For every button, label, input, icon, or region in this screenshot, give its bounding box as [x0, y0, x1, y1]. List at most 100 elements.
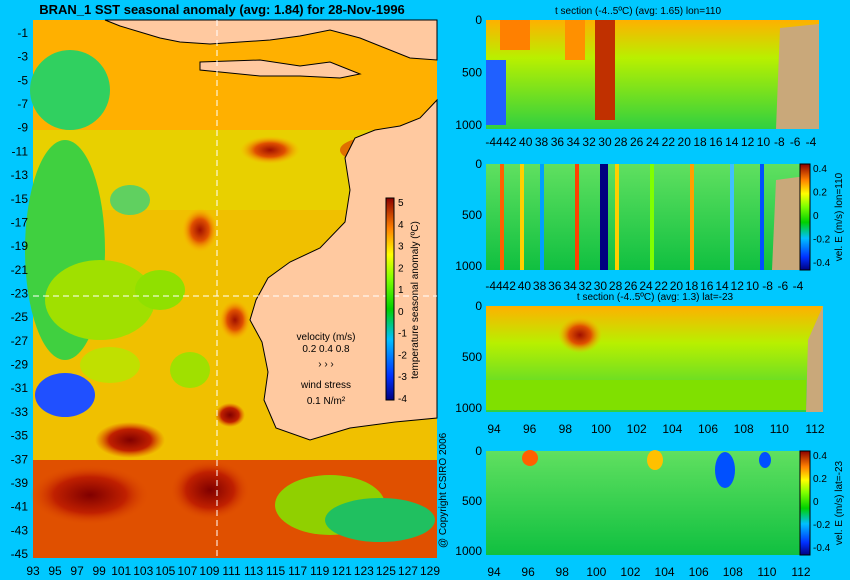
section-x-tick-label: 108	[723, 565, 743, 579]
panel2-colorbar-label: vel. E (m/s) lon=110	[834, 172, 845, 261]
section-x-tick-label: 26	[624, 279, 638, 293]
section-x-tick-label: 20	[678, 135, 692, 149]
map-lon-ticks: 93 95 97 99 101 103 105 107 109 111 113 115 117 119 12…	[26, 564, 440, 578]
depth-tick-label: 1000	[455, 259, 482, 273]
depth-tick-label: 500	[462, 494, 482, 508]
lon-tick-label: 123	[354, 564, 374, 578]
wind-scale: 0.1 N/m²	[307, 396, 346, 407]
panel3-plot	[486, 306, 823, 412]
section-x-tick-label: -4	[806, 135, 817, 149]
vel-colorbar-tick-label: 0.4	[813, 164, 827, 175]
panel2-plot	[486, 163, 811, 271]
vel-colorbar-tick-label: 0	[813, 211, 819, 222]
lat-tick-label: -37	[11, 452, 29, 466]
vel-colorbar-tick-label: -0.2	[813, 520, 831, 531]
indonesia-land	[104, 19, 438, 61]
lon-tick-label: 121	[332, 564, 352, 578]
colorbar-tick-label: 5	[398, 198, 404, 209]
lat-tick-label: -43	[11, 523, 29, 537]
section-x-tick-label: 10	[757, 135, 771, 149]
section-x-tick-label: 106	[689, 565, 709, 579]
panel1-land	[776, 24, 819, 129]
depth-tick-label: 1000	[455, 544, 482, 558]
vel-colorbar-tick-label: 0.4	[813, 451, 827, 462]
section-x-tick-label: 18	[693, 135, 707, 149]
section-x-tick-label: 110	[757, 565, 776, 579]
section-x-tick-label: -4	[793, 279, 804, 293]
section-x-tick-label: 38	[535, 135, 549, 149]
section-x-tick-label: 16	[709, 135, 723, 149]
section-x-tick-label: 14	[725, 135, 739, 149]
lon-tick-label: 129	[420, 564, 440, 578]
panel4-colorbar	[799, 450, 811, 556]
panel1-plot	[486, 20, 819, 129]
section-x-tick-label: 12	[741, 135, 755, 149]
colorbar-tick-label: 0	[398, 307, 404, 318]
colorbar-tick-label: 4	[398, 220, 404, 231]
lon-tick-label: 105	[155, 564, 175, 578]
map-colorbar-label: temperature seasonal anomaly (ºC)	[410, 221, 421, 379]
section-x-tick-label: 18	[685, 279, 699, 293]
lat-tick-label: -27	[11, 334, 29, 348]
section-x-tick-label: 98	[556, 565, 570, 579]
lat-tick-label: -21	[11, 263, 29, 277]
colorbar-tick-label: 3	[398, 242, 404, 253]
lon-tick-label: 113	[244, 564, 263, 578]
lon-tick-label: 127	[398, 564, 418, 578]
panel4-colorbar-label: vel. E (m/s) lat=-23	[834, 460, 845, 545]
lat-tick-label: -23	[11, 287, 29, 301]
colorbar-tick-label: -4	[398, 394, 407, 405]
lon-tick-label: 95	[48, 564, 62, 578]
section-x-tick-label: -8	[762, 279, 773, 293]
copyright: @ Copyright CSIRO 2006	[438, 432, 449, 548]
lat-tick-label: -45	[11, 547, 29, 561]
depth-tick-label: 0	[475, 13, 482, 27]
lat-tick-label: -39	[11, 476, 29, 490]
section-x-tick-label: 30	[594, 279, 608, 293]
section-x-tick-label: 36	[548, 279, 562, 293]
lon-tick-label: 103	[133, 564, 153, 578]
lat-tick-label: -19	[11, 239, 29, 253]
depth-tick-label: 1000	[455, 118, 482, 132]
depth-tick-label: 0	[475, 299, 482, 313]
panel4-plot	[486, 450, 811, 556]
section-x-tick-label: 106	[698, 422, 718, 436]
lat-tick-label: -1	[17, 26, 28, 40]
section-x-tick-label: 36	[551, 135, 565, 149]
lat-tick-label: -25	[11, 310, 29, 324]
timor-islands	[199, 59, 362, 79]
section-x-tick-label: 34	[563, 279, 577, 293]
main-title: BRAN_1 SST seasonal anomaly (avg: 1.84) …	[39, 2, 405, 17]
vel-colorbar-tick-label: -0.4	[813, 543, 831, 554]
lat-tick-label: -13	[11, 168, 29, 182]
lat-tick-label: -41	[11, 500, 29, 514]
depth-tick-label: 0	[475, 157, 482, 171]
lon-tick-label: 111	[222, 564, 241, 578]
section-x-tick-label: -6	[777, 279, 788, 293]
section-x-tick-label: 26	[630, 135, 644, 149]
section-x-tick-label: 110	[770, 422, 789, 436]
lon-tick-label: 109	[199, 564, 219, 578]
lat-tick-label: -31	[11, 381, 29, 395]
velocity-legend: velocity (m/s) 0.2 0.4 0.8 › › › wind st…	[297, 332, 356, 407]
lon-tick-label: 101	[111, 564, 131, 578]
section-x-tick-label: 10	[746, 279, 760, 293]
depth-tick-label: 500	[462, 208, 482, 222]
colorbar-tick-label: -2	[398, 350, 407, 361]
section-x-tick-label: 102	[620, 565, 640, 579]
velocity-arrows: › › ›	[318, 359, 334, 370]
map-colorbar-ticks: 5 4 3 2 1 0 -1 -2 -3 -4	[398, 198, 407, 405]
depth-tick-label: 1000	[455, 401, 482, 415]
section-x-tick-label: 94	[487, 422, 501, 436]
colorbar-tick-label: -3	[398, 372, 407, 383]
section-x-tick-label: 102	[627, 422, 647, 436]
depth-tick-label: 0	[475, 444, 482, 458]
lat-tick-label: -29	[11, 358, 29, 372]
panel3-title: t section (-4..5ºC) (avg: 1.3) lat=-23	[577, 292, 734, 303]
lon-tick-label: 125	[376, 564, 396, 578]
section-x-tick-label: 94	[487, 565, 501, 579]
lat-tick-label: -7	[17, 97, 28, 111]
lat-tick-label: -17	[11, 215, 29, 229]
lat-tick-label: -5	[17, 73, 28, 87]
